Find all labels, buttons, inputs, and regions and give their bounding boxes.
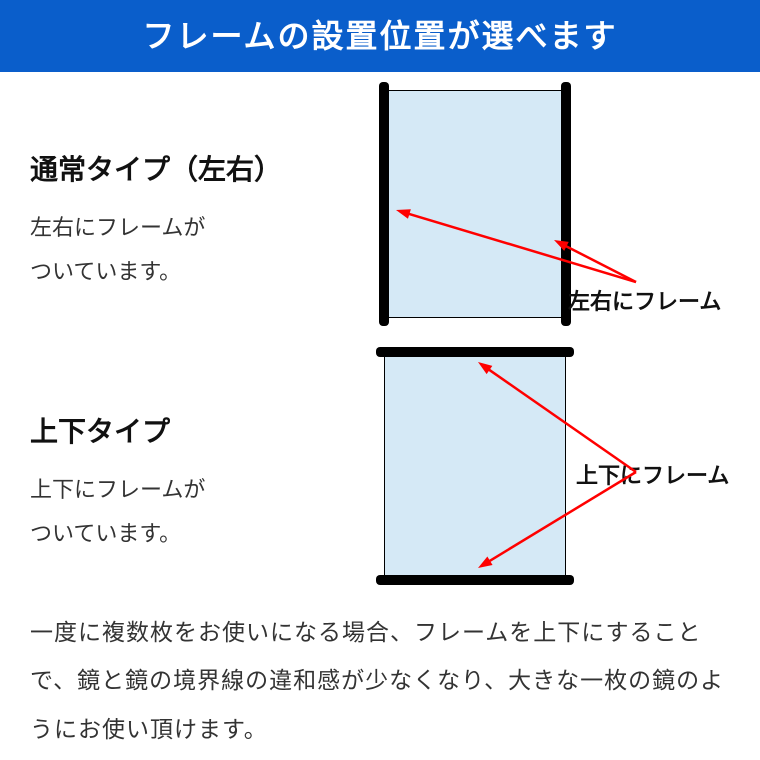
section1-body: 左右にフレームが ついています。 xyxy=(30,206,282,294)
diagram1-mirror xyxy=(384,90,566,318)
footer-description: 一度に複数枚をお使いになる場合、フレームを上下にすることで、鏡と鏡の境界線の違和… xyxy=(30,608,730,753)
diagram2-label: 上下にフレーム xyxy=(576,458,729,490)
diagram1-frame-left xyxy=(379,82,389,326)
section2-body-line2: ついています。 xyxy=(30,521,181,546)
section2-body: 上下にフレームが ついています。 xyxy=(30,468,205,556)
section1-body-line1: 左右にフレームが xyxy=(30,215,205,240)
section2-text: 上下タイプ 上下にフレームが ついています。 xyxy=(0,410,205,556)
section2-body-line1: 上下にフレームが xyxy=(30,477,205,502)
diagram2-mirror xyxy=(384,352,566,580)
header-banner: フレームの設置位置が選べます xyxy=(0,0,760,72)
diagram2-frame-bottom xyxy=(376,575,574,585)
diagram2-frame-top xyxy=(376,347,574,357)
diagram1-label: 左右にフレーム xyxy=(568,284,721,316)
section1-text: 通常タイプ（左右） 左右にフレームが ついています。 xyxy=(0,148,282,294)
header-text: フレームの設置位置が選べます xyxy=(142,18,617,54)
section2-title: 上下タイプ xyxy=(30,410,205,450)
section1-title: 通常タイプ（左右） xyxy=(30,148,282,188)
section1-body-line2: ついています。 xyxy=(30,259,181,284)
